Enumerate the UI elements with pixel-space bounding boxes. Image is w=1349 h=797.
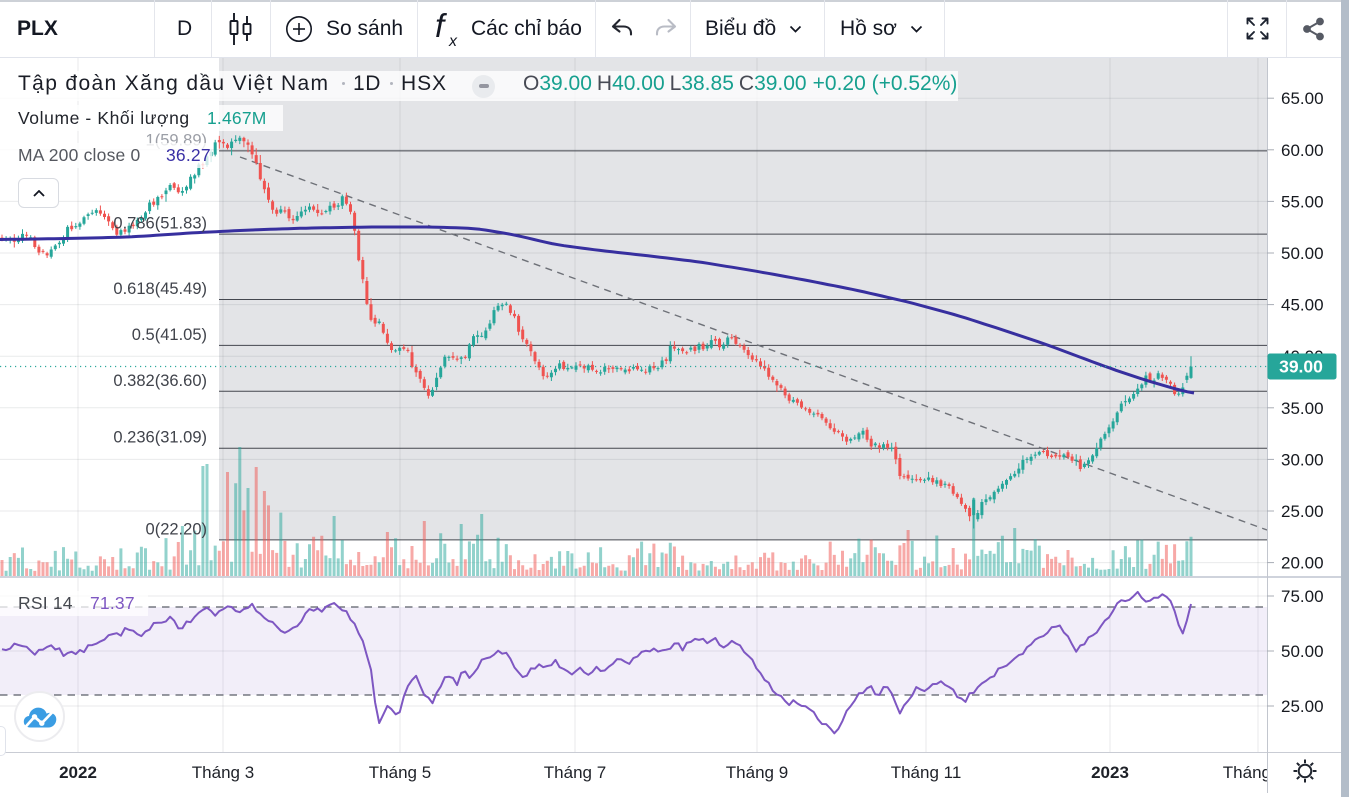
svg-text:50.00: 50.00	[1281, 642, 1324, 661]
svg-text:20.00: 20.00	[1281, 554, 1324, 573]
svg-text:f: f	[435, 8, 448, 44]
svg-text:0(22.20): 0(22.20)	[146, 520, 207, 538]
svg-text:55.00: 55.00	[1281, 192, 1324, 211]
svg-text:Tháng 9: Tháng 9	[726, 763, 788, 782]
svg-text:Tháng 11: Tháng 11	[891, 763, 962, 782]
svg-text:50.00: 50.00	[1281, 244, 1324, 263]
svg-text:Tháng 5: Tháng 5	[369, 763, 431, 782]
svg-text:Tháng 3: Tháng 3	[192, 763, 254, 782]
svg-text:75.00: 75.00	[1281, 587, 1324, 606]
svg-text:65.00: 65.00	[1281, 89, 1324, 108]
svg-text:0.236(31.09): 0.236(31.09)	[113, 429, 207, 447]
svg-text:60.00: 60.00	[1281, 141, 1324, 160]
svg-text:Tháng 7: Tháng 7	[544, 763, 606, 782]
svg-text:Tháng 3: Tháng 3	[1223, 763, 1285, 782]
svg-text:0.618(45.49): 0.618(45.49)	[113, 280, 207, 298]
svg-text:x: x	[448, 33, 458, 50]
svg-text:35.00: 35.00	[1281, 399, 1324, 418]
svg-text:25.00: 25.00	[1281, 502, 1324, 521]
svg-text:25.00: 25.00	[1281, 697, 1324, 716]
svg-text:0.786(51.83): 0.786(51.83)	[113, 215, 207, 233]
svg-text:30.00: 30.00	[1281, 450, 1324, 469]
svg-text:2022: 2022	[59, 763, 97, 782]
svg-text:0.382(36.60): 0.382(36.60)	[113, 372, 207, 390]
svg-text:39.00: 39.00	[1279, 357, 1323, 377]
svg-text:2023: 2023	[1091, 763, 1129, 782]
svg-text:0.5(41.05): 0.5(41.05)	[132, 326, 207, 344]
svg-text:45.00: 45.00	[1281, 296, 1324, 315]
